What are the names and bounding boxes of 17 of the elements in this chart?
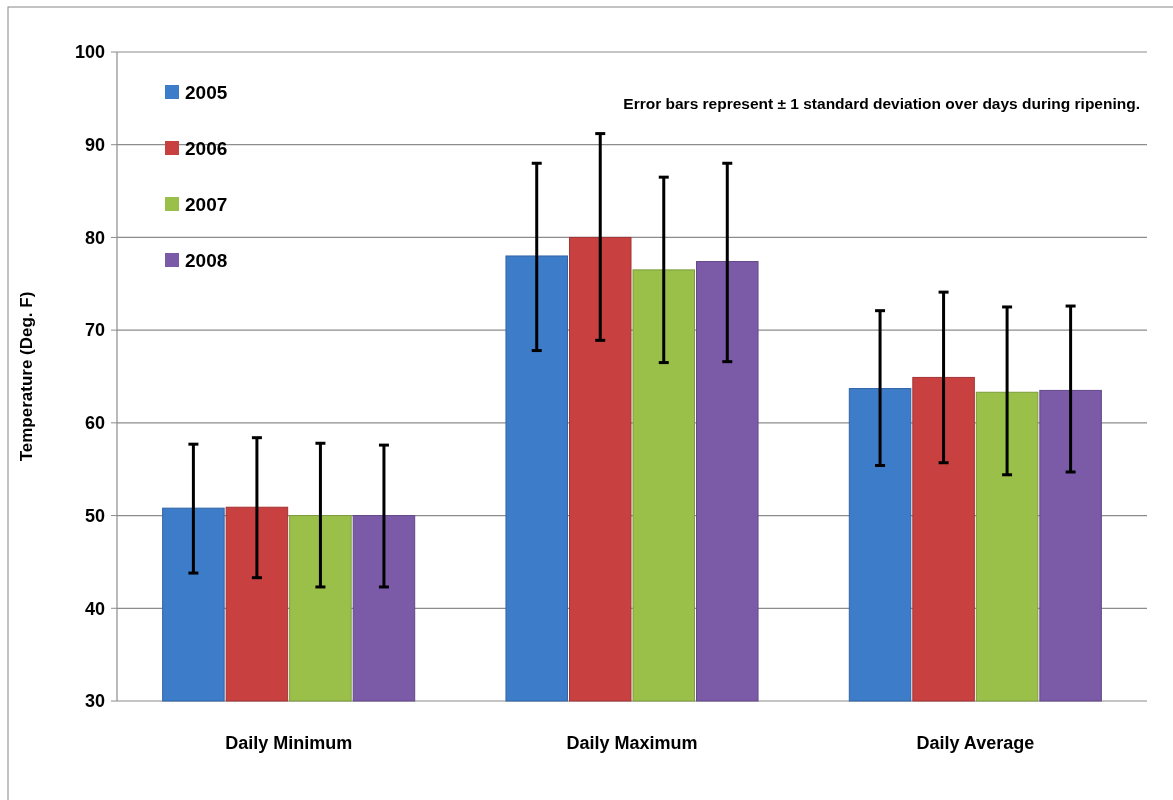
y-tick-label: 30	[84, 691, 105, 712]
legend-label: 2007	[185, 193, 228, 215]
legend-label: 2008	[185, 249, 228, 271]
x-tick-label: Daily Average	[916, 733, 1035, 753]
legend-label: 2005	[185, 81, 228, 103]
x-tick-label: Daily Minimum	[225, 733, 353, 753]
y-tick-label: 60	[84, 413, 105, 434]
legend-label: 2006	[185, 137, 228, 159]
y-tick-label: 40	[84, 598, 105, 619]
x-tick-label: Daily Maximum	[566, 733, 698, 753]
y-tick-label: 80	[84, 227, 105, 248]
y-tick-label: 100	[74, 42, 105, 63]
y-axis-title: Temperature (Deg. F)	[17, 291, 36, 462]
y-tick-label: 90	[84, 135, 105, 156]
y-tick-label: 70	[84, 320, 105, 341]
annotation: Error bars represent ± 1 standard deviation over days during ripening.	[623, 95, 1140, 113]
y-tick-label: 50	[84, 505, 105, 526]
